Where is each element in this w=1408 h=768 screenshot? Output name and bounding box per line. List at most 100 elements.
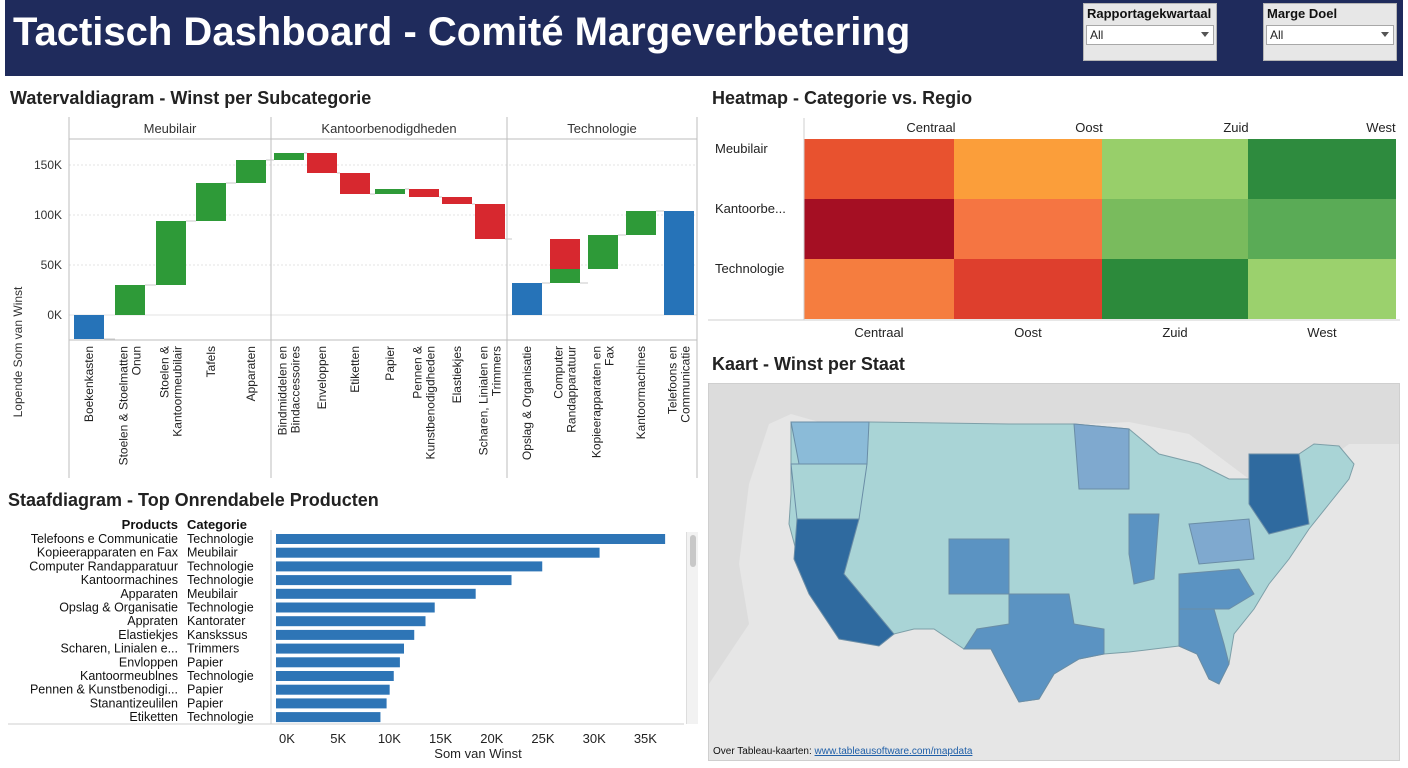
waterfall-category-label: Scharen, Linialen en xyxy=(477,346,491,455)
waterfall-category-label: Tafels xyxy=(204,346,218,377)
waterfall-bar[interactable] xyxy=(588,235,618,269)
waterfall-bar[interactable] xyxy=(274,153,304,160)
bars-product-label: Envloppen xyxy=(119,655,178,669)
waterfall-bar[interactable] xyxy=(375,189,405,194)
bars-bar[interactable] xyxy=(276,698,387,709)
waterfall-bar[interactable] xyxy=(442,197,472,204)
heatmap-top-label: Oost xyxy=(1075,120,1103,135)
state-profit-map[interactable]: Over Tableau-kaarten: www.tableausoftwar… xyxy=(708,383,1400,761)
bar-chart: Products Categorie Telefoons e Communica… xyxy=(8,517,684,761)
heatmap-cell[interactable] xyxy=(1248,139,1396,199)
waterfall-ytick: 150K xyxy=(34,158,62,172)
heatmap-cell[interactable] xyxy=(1102,199,1248,259)
waterfall-bar[interactable] xyxy=(307,153,337,173)
waterfall-bar[interactable] xyxy=(340,173,370,194)
waterfall-category-label: Computer xyxy=(552,346,566,399)
bars-bar[interactable] xyxy=(276,616,426,627)
waterfall-category-label: Elastiekjes xyxy=(450,346,464,403)
waterfall-category-label: Stoelen & xyxy=(158,346,172,398)
map-credit-prefix: Over Tableau-kaarten: xyxy=(713,746,815,757)
waterfall-category-label: Kantoormachines xyxy=(634,346,648,439)
filter-value: All xyxy=(1270,28,1284,42)
waterfall-bar[interactable] xyxy=(236,160,266,183)
bars-product-label: Apparaten xyxy=(120,587,178,601)
bars-bar[interactable] xyxy=(276,547,600,558)
bars-bar[interactable] xyxy=(276,657,400,668)
waterfall-bar[interactable] xyxy=(626,211,656,235)
bars-category-label: Papier xyxy=(187,655,223,669)
bars-header-products: Products xyxy=(122,517,178,532)
bars-xtick: 5K xyxy=(330,731,346,746)
waterfall-bar[interactable] xyxy=(664,211,694,315)
waterfall-category-label: Stoelen & Stoelmatten xyxy=(117,346,131,465)
heatmap-top-label: Centraal xyxy=(906,120,955,135)
us-map-shape xyxy=(709,384,1399,703)
scrollbar-thumb[interactable] xyxy=(690,535,696,567)
bars-scrollbar[interactable] xyxy=(686,532,698,724)
filter-marge-doel: Marge Doel All xyxy=(1263,3,1397,61)
heatmap-bottom-label: Centraal xyxy=(854,325,903,340)
map-credit-link[interactable]: www.tableausoftware.com/mapdata xyxy=(814,746,973,757)
bars-bar[interactable] xyxy=(276,534,666,544)
waterfall-bar[interactable] xyxy=(512,283,542,315)
dashboard-header: Tactisch Dashboard - Comité Margeverbete… xyxy=(5,0,1403,76)
bars-xtick: 30K xyxy=(583,731,606,746)
bars-product-label: Etiketten xyxy=(129,710,178,724)
waterfall-category-label: Bindaccessoires xyxy=(289,346,303,433)
bars-product-label: Kopieerapparaten en Fax xyxy=(37,546,179,560)
bars-xtick: 15K xyxy=(429,731,452,746)
heatmap-cell[interactable] xyxy=(954,259,1102,319)
bars-bar[interactable] xyxy=(276,643,404,654)
waterfall-bar[interactable] xyxy=(550,269,580,283)
heatmap-chart: Meubilair Kantoorbe... Technologie Centraal… xyxy=(708,118,1400,340)
marge-doel-select[interactable]: All xyxy=(1266,25,1394,45)
waterfall-category-label: Telefoons en xyxy=(666,346,680,414)
waterfall-bar[interactable] xyxy=(196,183,226,221)
waterfall-bar[interactable] xyxy=(475,204,505,239)
waterfall-category-label: Kopieerapparaten en xyxy=(590,346,604,458)
heatmap-row-label: Kantoorbe... xyxy=(715,201,786,216)
bars-bar[interactable] xyxy=(276,629,415,640)
heatmap-cell[interactable] xyxy=(804,259,954,319)
bars-category-label: Kanskssus xyxy=(187,628,247,642)
heatmap-row-label: Technologie xyxy=(715,261,784,276)
waterfall-group-meubilair: Meubilair xyxy=(144,121,197,136)
waterfall-ytick: 50K xyxy=(41,258,62,272)
waterfall-chart: Meubilair Kantoorbenodigdheden Technolog… xyxy=(11,117,698,478)
bars-bar[interactable] xyxy=(276,712,381,723)
heatmap-cell[interactable] xyxy=(804,139,954,199)
heatmap-title: Heatmap - Categorie vs. Regio xyxy=(712,88,973,108)
waterfall-category-label: Pennen & xyxy=(411,346,425,399)
heatmap-cell[interactable] xyxy=(1102,139,1248,199)
bars-category-label: Technologie xyxy=(187,710,254,724)
bars-bar[interactable] xyxy=(276,561,543,572)
bars-product-label: Stanantizeulilen xyxy=(90,696,178,710)
bars-bar[interactable] xyxy=(276,602,435,613)
heatmap-bottom-label: West xyxy=(1307,325,1337,340)
waterfall-bar[interactable] xyxy=(74,315,104,339)
dropdown-arrow-icon xyxy=(1201,32,1209,37)
bars-bar[interactable] xyxy=(276,575,512,586)
waterfall-ytick: 0K xyxy=(47,308,62,322)
bars-product-label: Scharen, Linialen e... xyxy=(61,642,178,656)
waterfall-category-label: Randapparatuur xyxy=(565,346,579,433)
waterfall-bar[interactable] xyxy=(409,189,439,197)
waterfall-category-label: Opslag & Organisatie xyxy=(520,346,534,460)
heatmap-cell[interactable] xyxy=(1248,259,1396,319)
bars-product-label: Pennen & Kunstbenodigi... xyxy=(30,683,178,697)
heatmap-bottom-label: Zuid xyxy=(1162,325,1187,340)
waterfall-bar[interactable] xyxy=(156,221,186,285)
heatmap-cell[interactable] xyxy=(954,139,1102,199)
heatmap-cell[interactable] xyxy=(954,199,1102,259)
waterfall-category-label: Bindmiddelen en xyxy=(276,346,290,435)
heatmap-cell[interactable] xyxy=(1248,199,1396,259)
heatmap-cell[interactable] xyxy=(1102,259,1248,319)
waterfall-bar[interactable] xyxy=(115,285,145,315)
bars-xlabel: Som van Winst xyxy=(434,746,522,761)
bars-bar[interactable] xyxy=(276,588,476,599)
bars-bar[interactable] xyxy=(276,671,394,681)
heatmap-cell[interactable] xyxy=(804,199,954,259)
bars-product-label: Elastiekjes xyxy=(118,628,178,642)
bars-bar[interactable] xyxy=(276,684,390,695)
rapportagekwartaal-select[interactable]: All xyxy=(1086,25,1214,45)
